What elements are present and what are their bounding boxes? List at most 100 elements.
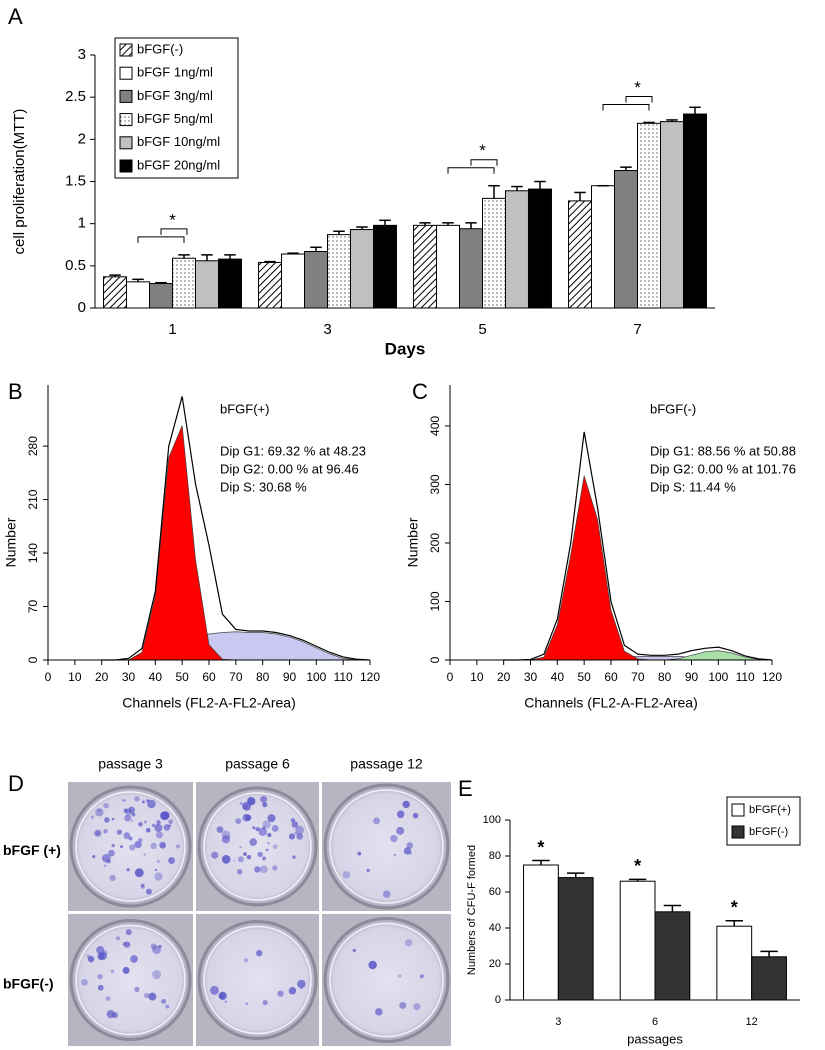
- significance-star: *: [169, 210, 176, 229]
- colony: [134, 840, 142, 849]
- colony: [288, 833, 296, 840]
- error-bar: [567, 872, 585, 878]
- colony: [103, 829, 108, 834]
- colony: [122, 966, 130, 974]
- legend-box: [114, 37, 239, 179]
- x-tick-label: 120: [762, 670, 782, 684]
- colony: [138, 821, 143, 827]
- bar: [372, 224, 397, 309]
- histogram-line: [503, 431, 773, 661]
- colony: [342, 870, 351, 879]
- colony: [86, 954, 91, 959]
- colony: [106, 1010, 115, 1019]
- bar: [682, 113, 707, 309]
- colony: [147, 799, 156, 809]
- colony: [97, 973, 103, 980]
- x-tick-label: 20: [95, 670, 109, 684]
- colony: [143, 820, 147, 824]
- panel-label: D: [8, 771, 24, 796]
- colony: [246, 854, 252, 860]
- y-tick-label: 140: [26, 543, 40, 563]
- colony: [97, 952, 105, 961]
- colony: [131, 819, 134, 822]
- colony: [260, 865, 268, 874]
- x-tick-label: 60: [604, 670, 618, 684]
- x-tick-label: 50: [175, 670, 189, 684]
- bar: [568, 200, 593, 309]
- error-bar: [511, 185, 523, 191]
- error-bar: [534, 180, 546, 190]
- bar: [716, 925, 753, 1001]
- panel-label: A: [8, 4, 23, 29]
- colony: [151, 823, 156, 828]
- colony: [105, 996, 111, 1002]
- dish-photo: [196, 782, 319, 911]
- y-axis-label: Number: [3, 517, 19, 567]
- colony: [398, 974, 402, 978]
- y-tick-label: 40: [489, 922, 501, 934]
- x-tick-label: 6: [652, 1016, 658, 1028]
- x-tick-label: 3: [323, 321, 331, 338]
- panel-label: C: [412, 379, 428, 404]
- bar: [557, 877, 594, 1001]
- error-bar: [178, 254, 190, 259]
- colony: [161, 999, 167, 1004]
- colony: [242, 801, 252, 811]
- y-tick-label: 1.5: [65, 172, 86, 189]
- y-tick-label: 0.5: [65, 257, 86, 274]
- x-tick-label: 0: [447, 670, 454, 684]
- y-tick-label: 1: [78, 215, 86, 232]
- x-tick-label: 90: [685, 670, 699, 684]
- significance-star: *: [731, 898, 738, 918]
- annotation: Dip G1: 88.56 % at 50.88: [650, 443, 796, 458]
- colony: [168, 857, 176, 864]
- legend-label: bFGF 1ng/ml: [137, 65, 213, 80]
- annotation: Dip G1: 69.32 % at 48.23: [220, 443, 366, 458]
- colony: [257, 851, 263, 858]
- significance-bracket: [602, 103, 650, 111]
- colony: [126, 868, 130, 872]
- colony: [121, 799, 125, 802]
- x-tick-label: 0: [45, 670, 52, 684]
- error-bar: [760, 950, 778, 957]
- dish-rim: [75, 791, 186, 902]
- colony: [237, 856, 244, 863]
- colony: [262, 802, 268, 808]
- colony: [375, 1008, 383, 1016]
- colony: [267, 841, 270, 845]
- panel-label: B: [8, 379, 23, 404]
- y-tick-label: 300: [428, 474, 442, 494]
- row-label: bFGF(-): [3, 976, 54, 992]
- annotation: Dip G2: 0.00 % at 101.76: [650, 461, 796, 476]
- x-axis-label: Days: [385, 339, 426, 358]
- bar: [637, 122, 661, 309]
- significance-bracket: [137, 236, 185, 243]
- significance-star: *: [537, 837, 544, 857]
- colony: [262, 826, 266, 829]
- colony: [145, 888, 152, 895]
- x-tick-label: 12: [746, 1016, 758, 1028]
- colony: [102, 950, 108, 956]
- x-tick-label: 90: [283, 670, 297, 684]
- colony: [210, 985, 219, 995]
- x-tick-label: 10: [470, 670, 484, 684]
- dish: [197, 920, 318, 1040]
- colony: [218, 991, 227, 1001]
- colony: [233, 859, 236, 862]
- annotation: bFGF(-): [650, 401, 696, 416]
- colony: [403, 847, 412, 855]
- dish: [323, 917, 450, 1043]
- error-bar: [620, 166, 632, 171]
- error-bar: [643, 121, 655, 124]
- x-axis-label: passages: [627, 1031, 683, 1046]
- colony: [129, 844, 136, 851]
- colony: [419, 974, 424, 979]
- y-tick-label: 3: [78, 46, 86, 63]
- colony: [297, 979, 306, 989]
- significance-bracket: [447, 167, 495, 174]
- colony: [265, 848, 269, 852]
- x-tick-label: 70: [631, 670, 645, 684]
- dish-rim: [203, 792, 312, 901]
- y-tick-label: 2: [78, 130, 86, 147]
